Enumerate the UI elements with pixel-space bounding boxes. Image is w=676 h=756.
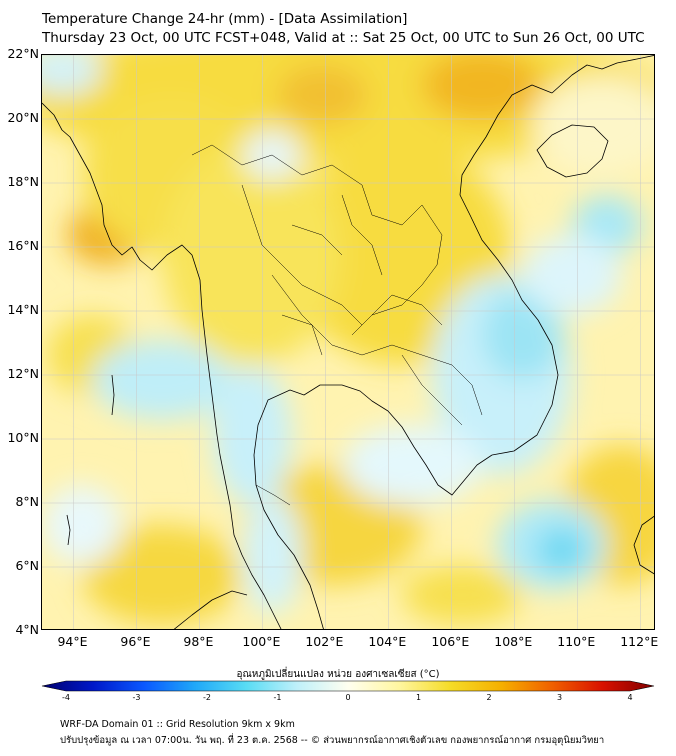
colorbar-tick-label: 0: [345, 693, 351, 702]
lon-label: 104°E: [368, 634, 407, 649]
colorbar-tick-label: -2: [203, 693, 211, 702]
lat-label: 4°N: [15, 622, 39, 637]
colorbar-tick-label: 3: [556, 693, 563, 702]
lat-label: 20°N: [7, 110, 39, 125]
lon-label: 98°E: [183, 634, 214, 649]
lon-label: 106°E: [431, 634, 470, 649]
update-credit: ปรับปรุงข้อมูล ณ เวลา 07:00น. วัน พฤ. ที…: [60, 735, 605, 746]
colorbar-tick-label: 2: [486, 693, 492, 702]
colorbar-tick-label: 4: [627, 693, 633, 702]
colorbar: [41, 680, 655, 692]
graticule: [42, 55, 654, 629]
lat-label: 14°N: [7, 302, 39, 317]
colorbar-tick-label: -3: [132, 693, 141, 702]
coastlines: [42, 55, 654, 629]
lon-label: 102°E: [305, 634, 344, 649]
lon-label: 110°E: [557, 634, 596, 649]
lat-label: 10°N: [7, 430, 39, 445]
lon-label: 100°E: [242, 634, 281, 649]
lat-label: 22°N: [7, 46, 39, 61]
lon-label: 94°E: [57, 634, 88, 649]
lat-label: 18°N: [7, 174, 39, 189]
lon-label: 112°E: [620, 634, 659, 649]
political-borders: [191, 144, 483, 506]
map-panel[interactable]: [41, 54, 655, 630]
colorbar-tick-label: 1: [415, 693, 422, 702]
lat-label: 12°N: [7, 366, 39, 381]
lat-label: 16°N: [7, 238, 39, 253]
lon-label: 96°E: [120, 634, 151, 649]
chart-subtitle: Thursday 23 Oct, 00 UTC FCST+048, Valid …: [42, 30, 645, 46]
temperature-change-map: [42, 55, 654, 629]
colorbar-tick-label: -4: [62, 693, 70, 702]
model-info: WRF-DA Domain 01 :: Grid Resolution 9km …: [60, 719, 295, 730]
colorbar-title: อุณหภูมิเปลี่ยนแปลง หน่วย องศาเซลเซียส (…: [236, 669, 440, 680]
chart-title: Temperature Change 24-hr (mm) - [Data As…: [42, 11, 408, 27]
lat-label: 8°N: [15, 494, 39, 509]
colorbar-tick-label: -1: [273, 693, 282, 702]
lat-label: 6°N: [15, 558, 39, 573]
lon-label: 108°E: [494, 634, 533, 649]
